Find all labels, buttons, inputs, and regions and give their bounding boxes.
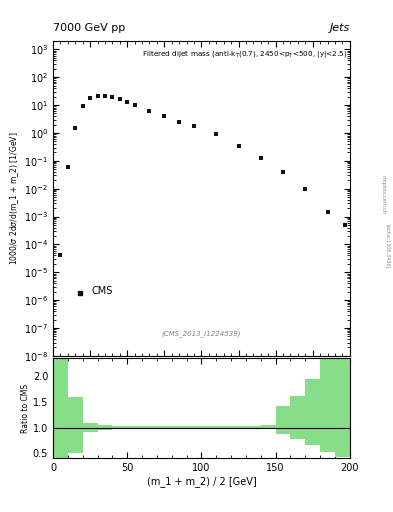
Y-axis label: 1000/$\sigma$ 2d$\sigma$/d(m_1 + m_2) [1/GeV]: 1000/$\sigma$ 2d$\sigma$/d(m_1 + m_2) [1… xyxy=(9,132,21,265)
Text: 7000 GeV pp: 7000 GeV pp xyxy=(53,23,125,33)
X-axis label: (m_1 + m_2) / 2 [GeV]: (m_1 + m_2) / 2 [GeV] xyxy=(147,476,256,487)
Text: mcplots.cern.ch: mcplots.cern.ch xyxy=(381,175,386,214)
Text: Jets: Jets xyxy=(329,23,350,33)
Text: (CMS_2013_I1224539): (CMS_2013_I1224539) xyxy=(162,330,241,337)
Text: [arXiv:1306.3436]: [arXiv:1306.3436] xyxy=(386,224,391,268)
Y-axis label: Ratio to CMS: Ratio to CMS xyxy=(21,384,30,433)
Text: Filtered dijet mass (anti-k$_\mathregular{T}$(0.7), 2450<p$_\mathregular{T}$<500: Filtered dijet mass (anti-k$_\mathregula… xyxy=(142,49,347,60)
Text: CMS: CMS xyxy=(92,286,113,296)
